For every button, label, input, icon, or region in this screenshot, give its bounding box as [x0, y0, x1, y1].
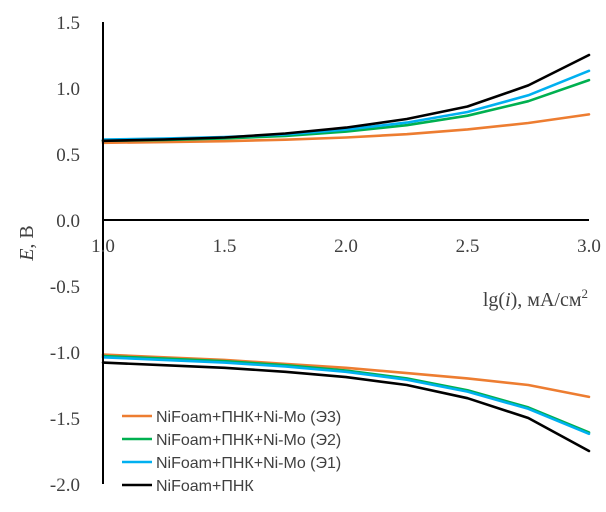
- legend-item: NiFoam+ПНК: [122, 478, 254, 495]
- series-line-anodic: [101, 53, 591, 143]
- y-tick-label: 0.5: [56, 145, 80, 166]
- y-axis-title-symbol: E: [16, 249, 38, 262]
- x-tick-label: 2.0: [334, 236, 358, 257]
- legend-label: NiFoam+ПНК+Ni-Mo (Э1): [156, 455, 341, 472]
- y-tick-label: -1.5: [50, 409, 80, 430]
- legend-label: NiFoam+ПНК+Ni-Mo (Э3): [156, 409, 341, 426]
- x-axis-title: lg(i), мА/см2: [483, 286, 588, 311]
- x-axis-title-variable: i: [505, 289, 511, 311]
- x-axis-title-exponent: 2: [582, 286, 589, 301]
- y-axis-title: E, В: [16, 225, 38, 262]
- series-line-cathodic: [101, 361, 591, 453]
- y-tick-label: -1.0: [50, 343, 80, 364]
- series-line-cathodic: [101, 356, 591, 436]
- legend-label: NiFoam+ПНК+Ni-Mo (Э2): [156, 432, 341, 449]
- axes: [102, 22, 589, 484]
- y-tick-labels: 1.5 1.0 0.5 0.0 -0.5 -1.0 -1.5 -2.0: [50, 13, 80, 496]
- x-axis-title-unit: ), мА/см: [511, 289, 582, 311]
- y-tick-label: 1.0: [56, 79, 80, 100]
- series-line-anodic: [101, 113, 591, 145]
- legend-item: NiFoam+ПНК+Ni-Mo (Э1): [122, 455, 341, 472]
- x-tick-label: 2.5: [456, 236, 480, 257]
- series-lines: [101, 53, 591, 453]
- x-tick-label: 1.5: [213, 236, 237, 257]
- x-tick-labels: 1.0 1.5 2.0 2.5 3.0: [91, 236, 601, 257]
- axis-titles: E, В lg(i), мА/см2: [16, 225, 588, 311]
- y-axis-title-unit: , В: [16, 225, 38, 248]
- y-tick-label: 0.0: [56, 211, 80, 232]
- y-tick-label: -0.5: [50, 277, 80, 298]
- y-tick-label: -2.0: [50, 475, 80, 496]
- legend-item: NiFoam+ПНК+Ni-Mo (Э3): [122, 409, 341, 426]
- x-tick-label: 3.0: [577, 236, 601, 257]
- y-tick-label: 1.5: [56, 13, 80, 34]
- x-axis-title-prefix: lg(: [483, 289, 506, 311]
- legend: NiFoam+ПНК+Ni-Mo (Э3) NiFoam+ПНК+Ni-Mo (Э…: [122, 409, 341, 495]
- legend-item: NiFoam+ПНК+Ni-Mo (Э2): [122, 432, 341, 449]
- legend-label: NiFoam+ПНК: [156, 478, 254, 495]
- x-tick-label: 1.0: [91, 236, 115, 257]
